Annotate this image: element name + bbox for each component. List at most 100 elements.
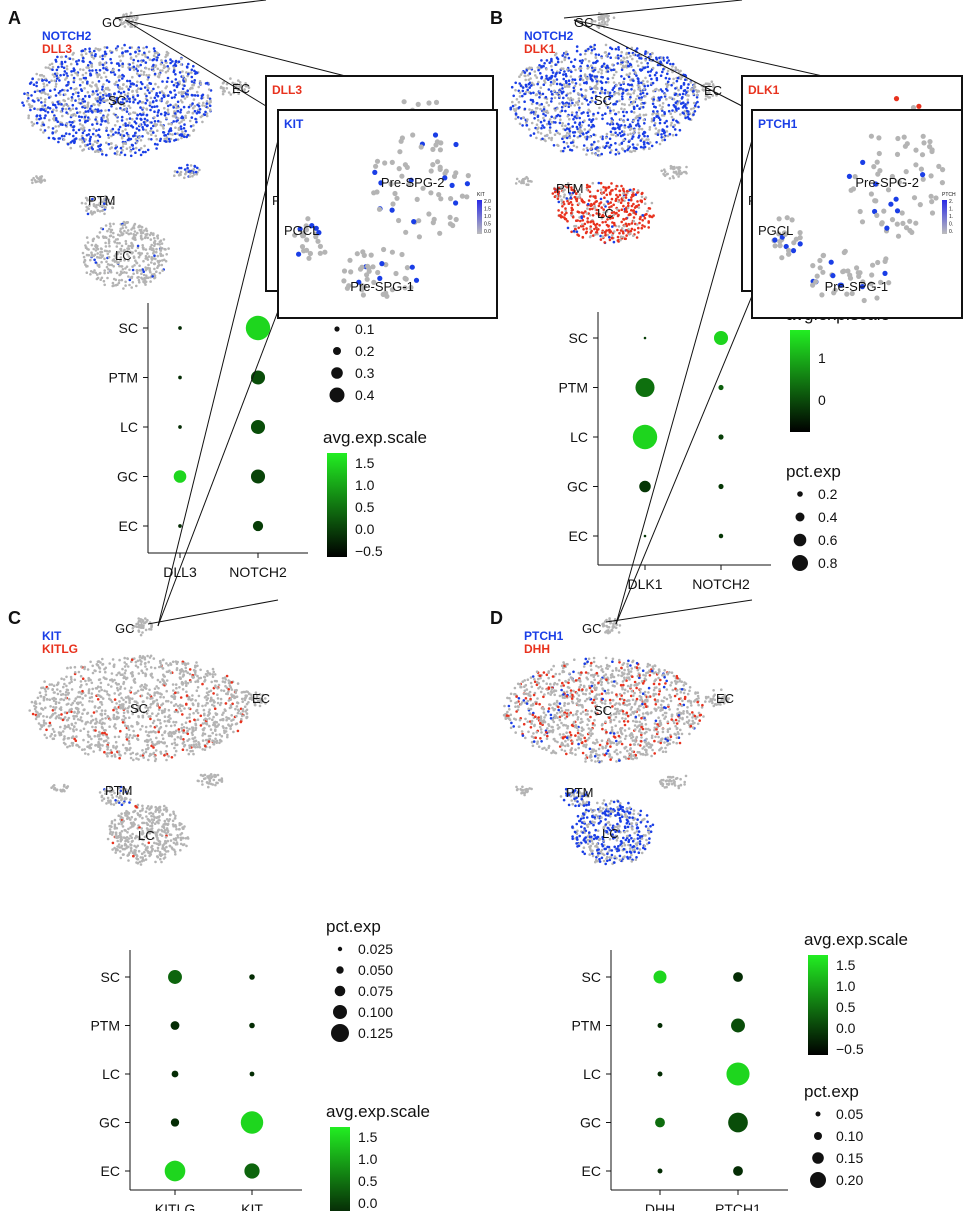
umap-cell: [589, 45, 593, 49]
umap-cell: [665, 130, 669, 133]
inset-cell: [910, 105, 917, 111]
umap-cell: [181, 130, 184, 134]
umap-cell: [185, 135, 188, 139]
umap-cell: [133, 111, 137, 115]
umap-cell: [693, 104, 697, 108]
umap-cell: [542, 64, 545, 68]
umap-cell: [204, 738, 208, 742]
umap-cell: [104, 206, 107, 209]
gene-label-blue: NOTCH2: [42, 29, 92, 43]
umap-cell: [153, 96, 157, 100]
umap-cell: [41, 121, 44, 124]
umap-cell: [174, 78, 178, 81]
umap-cell: [101, 85, 104, 89]
umap-cell: [707, 96, 710, 99]
umap-cell: [128, 278, 132, 282]
umap-cell: [532, 83, 536, 86]
umap-cell: [606, 90, 610, 94]
umap-cell: [578, 188, 582, 192]
umap-cell: [529, 77, 532, 80]
umap-cell: [557, 209, 560, 212]
umap-cell: [583, 128, 587, 131]
umap-cell: [62, 138, 66, 141]
umap-cell: [560, 91, 564, 95]
umap-cell: [600, 81, 604, 85]
umap-cell: [666, 69, 670, 73]
y-tick-label: PTM: [558, 380, 588, 396]
umap-cell: [75, 60, 78, 63]
umap-cell: [619, 117, 623, 121]
umap-cell: [52, 696, 56, 700]
umap-cell: [556, 131, 559, 135]
umap-cell: [548, 118, 552, 121]
umap-cell: [186, 166, 189, 170]
umap-cell: [114, 147, 117, 150]
umap-cell: [565, 136, 569, 140]
umap-cell: [142, 270, 145, 274]
umap-cell: [690, 87, 694, 91]
umap-cell: [82, 60, 85, 63]
umap-cell: [208, 97, 212, 101]
umap-cell: [135, 84, 138, 87]
umap-cell: [62, 98, 65, 102]
umap-cell: [243, 88, 246, 91]
umap-cell: [657, 96, 660, 99]
umap-cell: [191, 174, 194, 178]
umap-cell: [73, 699, 76, 703]
umap-cell: [90, 63, 94, 67]
umap-cell: [610, 197, 614, 201]
umap-cell: [552, 82, 555, 85]
umap-cell: [166, 104, 170, 108]
umap-cell: [115, 251, 119, 255]
umap-cell: [598, 154, 601, 157]
umap-cell: [96, 247, 100, 251]
umap-cell: [599, 234, 602, 238]
umap-cell: [607, 224, 610, 228]
umap-cell: [142, 128, 145, 131]
umap-cell: [71, 139, 74, 143]
umap-cell: [129, 25, 132, 28]
umap-cell: [530, 81, 534, 85]
umap-cell: [21, 101, 24, 104]
umap-cell: [565, 184, 569, 187]
umap-label-lc: LC: [115, 248, 132, 263]
umap-cell: [585, 227, 588, 230]
umap-cell: [640, 102, 643, 106]
umap-cell: [164, 750, 168, 753]
umap-cell: [158, 139, 162, 142]
umap-cell: [138, 112, 142, 116]
umap-cell: [642, 146, 645, 149]
umap-cell: [123, 93, 127, 97]
umap-cell: [83, 100, 87, 103]
umap-cell: [561, 205, 564, 208]
umap-cell: [109, 142, 113, 145]
umap-cell: [583, 119, 586, 122]
umap-cell: [49, 89, 52, 92]
umap-cell: [640, 81, 643, 85]
umap-cell: [109, 268, 112, 272]
umap-cell: [617, 110, 620, 114]
umap-cell: [90, 695, 94, 699]
zoom-line: [573, 19, 823, 77]
umap-cell: [636, 94, 639, 98]
umap-cell: [632, 219, 636, 223]
umap-cell: [118, 74, 121, 78]
umap-cell: [665, 61, 669, 64]
umap-cell: [73, 665, 77, 669]
umap-cell: [617, 46, 620, 49]
umap-cell: [575, 199, 579, 203]
umap-cell: [137, 128, 141, 132]
umap-cell: [606, 77, 610, 81]
umap-cell: [565, 141, 569, 145]
umap-cell: [567, 79, 571, 82]
dot-lc-dll3: [178, 425, 182, 429]
umap-cell: [223, 731, 226, 735]
umap-cell: [556, 60, 560, 64]
umap-cell: [597, 26, 601, 30]
umap-cell: [113, 92, 116, 95]
umap-cell: [162, 92, 165, 95]
umap-cell: [648, 215, 652, 218]
umap-cell: [132, 235, 136, 238]
umap-cell: [234, 691, 237, 695]
umap-cell: [563, 216, 566, 219]
